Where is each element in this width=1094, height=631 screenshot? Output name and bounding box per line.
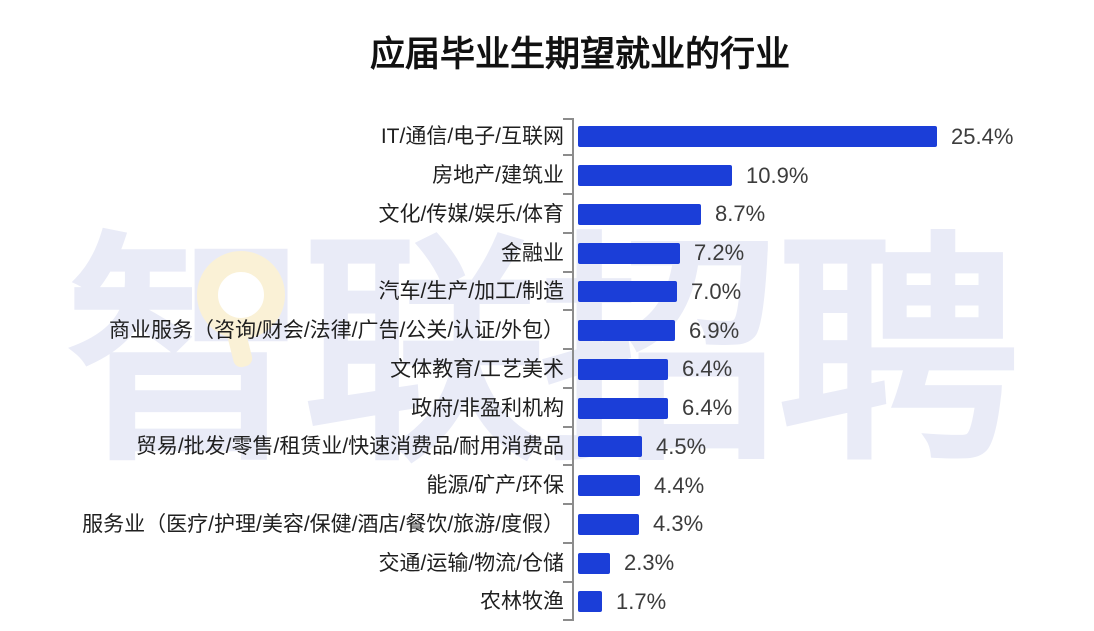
- bar-row: 文体教育/工艺美术 6.4%: [0, 350, 1094, 389]
- category-label: 贸易/批发/零售/租赁业/快速消费品/耐用消费品: [135, 435, 564, 459]
- bar: [578, 242, 680, 264]
- value-label: 6.9%: [689, 317, 740, 343]
- zhaopin-logo-icon: [197, 251, 285, 369]
- bar-area: 6.4%: [564, 389, 732, 428]
- category-label: 交通/运输/物流/仓储: [378, 551, 564, 575]
- axis-tick: [563, 193, 572, 195]
- bar-row: IT/通信/电子/互联网 25.4%: [0, 118, 1094, 157]
- bar: [578, 281, 677, 303]
- axis-tick: [563, 154, 572, 157]
- bar-row: 房地产/建筑业 10.9%: [0, 156, 1094, 195]
- bar: [578, 165, 732, 187]
- bar-area: 1.7%: [564, 583, 666, 622]
- value-label: 7.0%: [691, 278, 742, 304]
- category-label: 农林牧渔: [480, 590, 564, 614]
- value-label: 6.4%: [682, 395, 733, 421]
- bar: [578, 320, 675, 342]
- axis-tick: [563, 309, 572, 312]
- bar: [578, 397, 668, 419]
- value-label: 2.3%: [624, 550, 675, 576]
- axis-tick: [563, 425, 572, 428]
- bar-row: 政府/非盈利机构 6.4%: [0, 389, 1094, 428]
- value-label: 25.4%: [951, 123, 1014, 149]
- bar-row: 商业服务（咨询/财会/法律/广告/公关/认证/外包） 6.9%: [0, 311, 1094, 350]
- bar-area: 8.7%: [564, 195, 765, 234]
- category-label: 政府/非盈利机构: [411, 396, 564, 420]
- bar-area: 4.3%: [564, 505, 703, 544]
- bar-area: 2.3%: [564, 544, 674, 583]
- category-label: 商业服务（咨询/财会/法律/广告/公关/认证/外包）: [108, 319, 564, 343]
- bar: [578, 552, 610, 574]
- bar-area: 7.2%: [564, 234, 744, 273]
- axis-tick: [563, 348, 572, 350]
- category-label: 文化/传媒/娱乐/体育: [378, 202, 564, 226]
- axis-tick: [563, 117, 572, 120]
- bar-row: 能源/矿产/环保 4.4%: [0, 466, 1094, 505]
- bar: [578, 475, 640, 497]
- bar: [578, 126, 937, 148]
- value-label: 10.9%: [746, 162, 809, 188]
- bar-area: 25.4%: [564, 118, 1013, 157]
- bar-row: 文化/传媒/娱乐/体育 8.7%: [0, 195, 1094, 234]
- bar-row: 服务业（医疗/护理/美容/保健/酒店/餐饮/旅游/度假） 4.3%: [0, 505, 1094, 544]
- category-label: 能源/矿产/环保: [426, 474, 564, 498]
- axis-tick: [563, 619, 572, 622]
- bar: [578, 513, 639, 535]
- bar-area: 6.4%: [564, 350, 732, 389]
- category-label: IT/通信/电子/互联网: [380, 125, 564, 149]
- value-label: 6.4%: [682, 356, 733, 382]
- bar-row: 汽车/生产/加工/制造 7.0%: [0, 273, 1094, 312]
- logo-ring-icon: [197, 251, 285, 339]
- category-label: 服务业（医疗/护理/美容/保健/酒店/餐饮/旅游/度假）: [82, 512, 564, 536]
- category-axis-line: [572, 117, 574, 622]
- bar-area: 7.0%: [564, 273, 741, 312]
- bar-area: 4.5%: [564, 428, 706, 467]
- axis-tick: [563, 541, 572, 544]
- bar: [578, 591, 602, 613]
- category-label: 文体教育/工艺美术: [390, 357, 564, 381]
- value-label: 4.5%: [656, 433, 707, 459]
- category-label: 汽车/生产/加工/制造: [378, 280, 564, 304]
- value-label: 7.2%: [694, 240, 745, 266]
- axis-tick: [563, 464, 572, 467]
- bar: [578, 436, 642, 458]
- axis-tick: [563, 503, 572, 505]
- bar-row: 交通/运输/物流/仓储 2.3%: [0, 544, 1094, 583]
- bar-area: 4.4%: [564, 466, 704, 505]
- value-label: 1.7%: [616, 588, 667, 614]
- bar-row: 农林牧渔 1.7%: [0, 583, 1094, 622]
- axis-tick: [563, 386, 572, 389]
- value-label: 4.4%: [654, 472, 705, 498]
- bar-plot: IT/通信/电子/互联网 25.4% 房地产/建筑业 10.9% 文化/传媒/娱…: [0, 117, 1094, 622]
- page-title: 应届毕业生期望就业的行业: [369, 35, 790, 74]
- bar: [578, 203, 701, 225]
- axis-tick: [563, 580, 572, 583]
- bar-row: 贸易/批发/零售/租赁业/快速消费品/耐用消费品 4.5%: [0, 428, 1094, 467]
- category-label: 房地产/建筑业: [432, 164, 564, 188]
- category-label: 金融业: [501, 241, 564, 265]
- bar-area: 6.9%: [564, 311, 739, 350]
- axis-tick: [563, 270, 572, 273]
- axis-tick: [563, 231, 572, 234]
- bar: [578, 358, 668, 380]
- bar-area: 10.9%: [564, 156, 808, 195]
- bar-row: 金融业 7.2%: [0, 234, 1094, 273]
- value-label: 8.7%: [715, 201, 766, 227]
- bar-rows: IT/通信/电子/互联网 25.4% 房地产/建筑业 10.9% 文化/传媒/娱…: [0, 118, 1094, 622]
- value-label: 4.3%: [653, 511, 704, 537]
